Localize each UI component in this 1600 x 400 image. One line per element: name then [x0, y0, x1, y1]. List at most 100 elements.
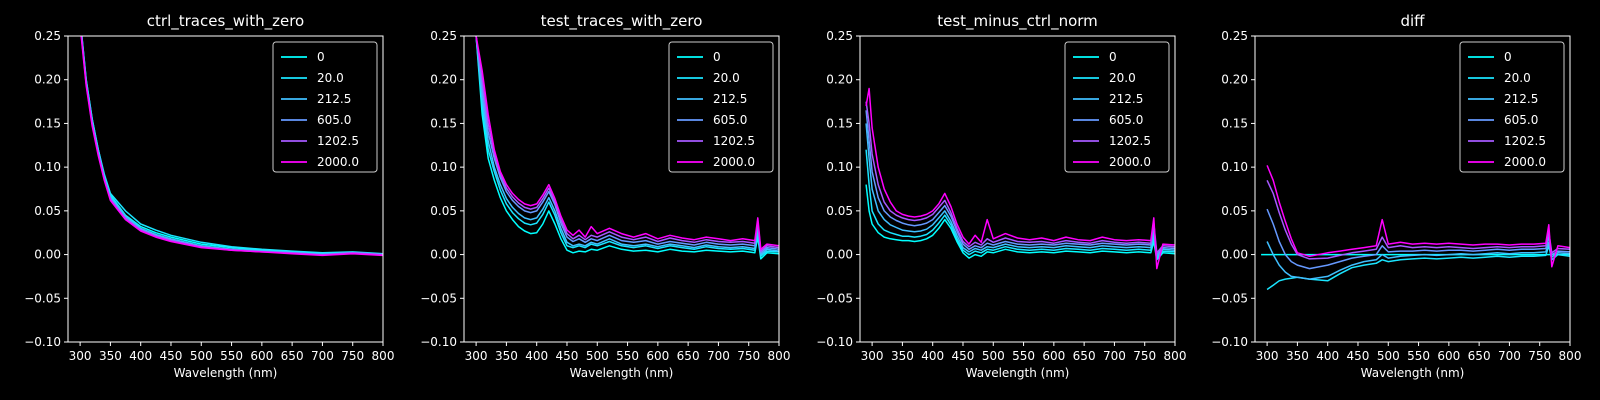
x-tick-label: 350 [891, 349, 914, 363]
y-tick-label: 0.10 [430, 160, 457, 174]
x-tick-label: 650 [1073, 349, 1096, 363]
legend-box [1064, 41, 1170, 173]
x-tick-label: 350 [495, 349, 518, 363]
chart-title: test_minus_ctrl_norm [937, 12, 1098, 31]
axes-frame [1254, 35, 1571, 343]
subplot-1: ctrl_traces_with_zero −0.10 −0.05 0.00 0.05 0… [24, 12, 395, 380]
series-line-212-5 [475, 36, 779, 256]
x-tick-label: 650 [281, 349, 304, 363]
y-tick-label: 0.05 [430, 204, 457, 218]
x-tick-label: 550 [1407, 349, 1430, 363]
x-tick-label: 700 [707, 349, 730, 363]
legend-entry: 2000.0 [713, 155, 755, 169]
x-tick-label: 400 [1316, 349, 1339, 363]
x-tick-label: 500 [586, 349, 609, 363]
legend-entry: 20.0 [1109, 71, 1136, 85]
series-line-0 [475, 36, 779, 260]
x-axis-label: Wavelength (nm) [966, 366, 1070, 380]
series-line-20-0 [865, 149, 1175, 259]
legend-entry: 0 [317, 50, 325, 64]
series-line-0 [865, 184, 1175, 261]
x-tick-label: 750 [1528, 349, 1551, 363]
x-tick-label: 650 [1468, 349, 1491, 363]
x-tick-label: 600 [646, 349, 669, 363]
legend-entry: 0 [1504, 50, 1512, 64]
series-line-212-5 [1266, 241, 1570, 280]
y-tick-label: 0.15 [1221, 116, 1248, 130]
x-tick-label: 600 [1042, 349, 1065, 363]
series-line-212-5 [865, 123, 1175, 258]
y-tick-label: 0.20 [826, 73, 853, 87]
x-tick-label: 700 [1498, 349, 1521, 363]
series-line-605-0 [865, 110, 1175, 256]
x-axis-label: Wavelength (nm) [570, 366, 674, 380]
y-tick-label: 0.00 [826, 248, 853, 262]
legend-entry: 212.5 [1504, 92, 1538, 106]
series-line-1202-5 [475, 36, 779, 252]
legend-entry: 605.0 [713, 113, 747, 127]
subplot-4: diff −0.10 −0.05 0.00 0.05 0.10 0.15 0.20 0.25 30… [1211, 12, 1581, 380]
legend-entry: 212.5 [1109, 92, 1143, 106]
y-tick-label: 0.25 [430, 29, 457, 43]
y-tick-label: 0.25 [34, 29, 61, 43]
y-tick-label: −0.10 [24, 335, 61, 349]
y-tick-label: 0.20 [1221, 73, 1248, 87]
series-line-1202-5 [1266, 179, 1570, 260]
x-tick-label: 700 [311, 349, 334, 363]
legend-entry: 20.0 [1504, 71, 1531, 85]
y-tick-label: 0.15 [826, 116, 853, 130]
series-group [475, 36, 779, 260]
x-tick-label: 300 [465, 349, 488, 363]
x-tick-label: 450 [952, 349, 975, 363]
y-tick-label: −0.05 [816, 291, 853, 305]
x-tick-label: 800 [372, 349, 395, 363]
legend-entry: 212.5 [317, 92, 351, 106]
subplot-grid: ctrl_traces_with_zero −0.10 −0.05 0.00 0.05 0… [24, 12, 1581, 380]
y-tick-label: 0.00 [430, 248, 457, 262]
y-tick-label: 0.05 [1221, 204, 1248, 218]
x-tick-label: 550 [220, 349, 243, 363]
x-tick-label: 600 [250, 349, 273, 363]
legend-box [1459, 41, 1565, 173]
x-tick-label: 300 [69, 349, 92, 363]
y-tick-label: −0.10 [1211, 335, 1248, 349]
legend-entry: 20.0 [713, 71, 740, 85]
series-line-2000-0 [1266, 165, 1570, 268]
x-tick-label: 600 [1437, 349, 1460, 363]
y-tick-label: 0.10 [826, 160, 853, 174]
legend-box [668, 41, 774, 173]
legend: 0 20.0 212.5 605.0 1202.5 2000.0 [1064, 41, 1170, 173]
legend-entry: 605.0 [1109, 113, 1143, 127]
x-tick-label: 550 [616, 349, 639, 363]
legend-entry: 212.5 [713, 92, 747, 106]
series-line-605-0 [475, 36, 779, 254]
x-tick-label: 750 [341, 349, 364, 363]
axes-frame [67, 35, 384, 343]
legend-entry: 2000.0 [317, 155, 359, 169]
x-tick-label: 500 [1377, 349, 1400, 363]
chart-title: ctrl_traces_with_zero [147, 12, 304, 31]
legend-entry: 1202.5 [713, 134, 755, 148]
subplot-3: test_minus_ctrl_norm −0.10 −0.05 0.00 0.05 0.… [816, 12, 1186, 380]
x-tick-label: 750 [737, 349, 760, 363]
y-tick-label: 0.25 [1221, 29, 1248, 43]
series-line-605-0 [1266, 208, 1570, 270]
y-tick-label: −0.05 [1211, 291, 1248, 305]
x-tick-label: 300 [861, 349, 884, 363]
legend: 0 20.0 212.5 605.0 1202.5 2000.0 [1459, 41, 1565, 173]
series-line-1202-5 [865, 101, 1175, 254]
y-tick-label: 0.05 [826, 204, 853, 218]
series-line-2000-0 [865, 87, 1175, 270]
axes-frame [463, 35, 780, 343]
subplot-2: test_traces_with_zero −0.10 −0.05 0.00 0.05 0… [420, 12, 790, 380]
y-tick-label: 0.00 [1221, 248, 1248, 262]
x-tick-label: 800 [768, 349, 791, 363]
chart-title: test_traces_with_zero [541, 12, 703, 31]
y-tick-label: 0.05 [34, 204, 61, 218]
x-tick-label: 400 [921, 349, 944, 363]
legend-entry: 0 [1109, 50, 1117, 64]
x-tick-label: 450 [1347, 349, 1370, 363]
y-tick-label: −0.05 [420, 291, 457, 305]
